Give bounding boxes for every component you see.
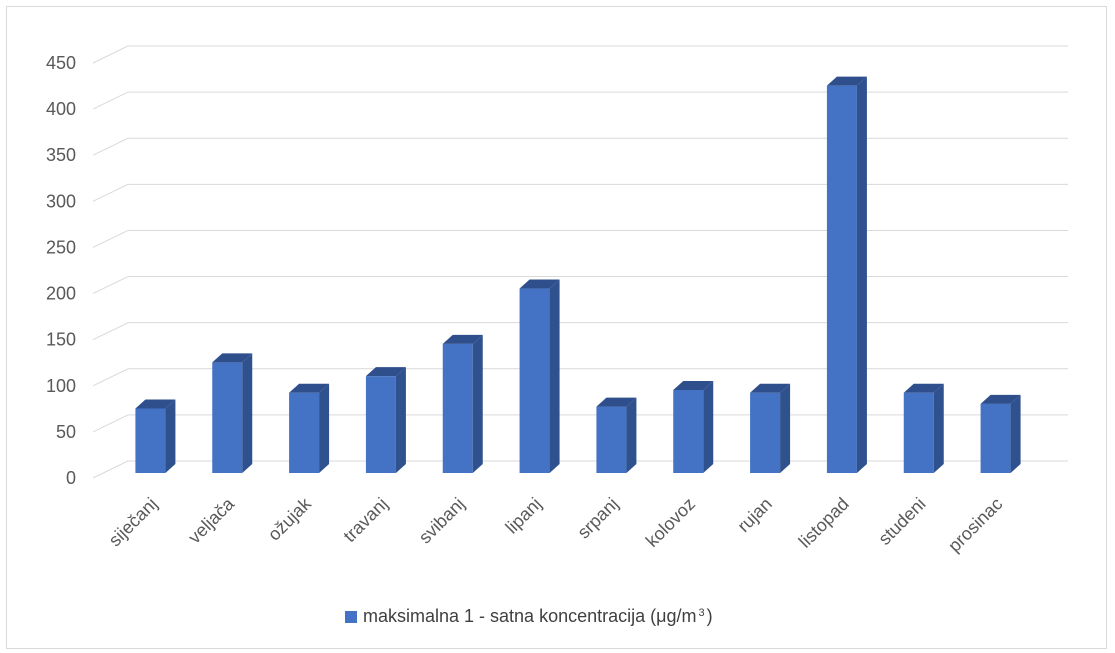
y-tick-label: 150 (46, 330, 76, 350)
gridline-diagonal (92, 460, 129, 479)
bar-side (933, 383, 944, 473)
bar-top (442, 334, 483, 344)
bar-top (750, 383, 791, 393)
bar (826, 85, 857, 474)
y-tick-label: 350 (46, 145, 76, 165)
bar-side (703, 381, 714, 473)
bar-top (903, 383, 944, 393)
bar (673, 390, 704, 473)
bar (212, 362, 243, 473)
legend-superscript: 3 (698, 606, 705, 619)
bar-side (626, 397, 637, 473)
legend-swatch (345, 610, 357, 623)
x-tick-label: kolovoz (642, 494, 699, 551)
x-tick-label: prosinac (944, 494, 1006, 556)
y-tick-label: 0 (66, 468, 76, 488)
bar-side (856, 76, 867, 474)
gridline-diagonal (92, 322, 129, 341)
bar (519, 288, 550, 473)
y-tick-label: 450 (46, 53, 76, 73)
bar-top (519, 279, 560, 289)
x-tick-label: siječanj (105, 494, 162, 551)
bar-top (826, 76, 867, 86)
bar-top (596, 397, 637, 407)
bar (365, 376, 396, 473)
x-tick-label: travanj (339, 494, 391, 546)
bar (903, 392, 934, 473)
x-tick-label: rujan (733, 494, 775, 536)
bar (135, 408, 166, 473)
x-tick-label: veljača (184, 493, 238, 547)
bar-top (289, 383, 330, 393)
bar-top (980, 394, 1021, 404)
x-tick-label: listopad (795, 494, 853, 552)
gridline-diagonal (92, 368, 129, 387)
bar (596, 406, 627, 473)
gridline-diagonal (92, 91, 129, 110)
bar-top (365, 367, 406, 377)
bar (442, 343, 473, 473)
y-tick-label: 300 (46, 191, 76, 211)
bar-side (549, 279, 560, 473)
bar-side (165, 399, 176, 473)
bar-side (319, 383, 330, 473)
x-tick-label: srpanj (573, 494, 622, 543)
gridline-diagonal (92, 183, 129, 202)
gridline-diagonal (92, 45, 129, 64)
bar-top (135, 399, 176, 409)
x-tick-label: ožujak (264, 493, 316, 545)
legend-label-end: ) (706, 606, 713, 626)
x-tick-label: studeni (874, 494, 929, 549)
legend-label: maksimalna 1 - satna koncentracija (μg/m (363, 606, 697, 626)
y-tick-label: 100 (46, 376, 76, 396)
bar-top (212, 353, 253, 363)
bar-side (395, 367, 406, 473)
bar-top (673, 381, 714, 390)
bar-side (242, 353, 253, 473)
legend: maksimalna 1 - satna koncentracija (μg/m… (345, 606, 713, 627)
gridline-diagonal (92, 229, 129, 248)
y-tick-label: 400 (46, 99, 76, 119)
gridline-diagonal (92, 137, 129, 156)
bar (289, 392, 320, 473)
gridline-diagonal (92, 414, 129, 433)
y-tick-label: 200 (46, 284, 76, 304)
x-tick-label: svibanj (415, 494, 469, 548)
bar-side (1010, 394, 1021, 473)
y-tick-label: 250 (46, 237, 76, 257)
y-tick-label: 50 (56, 422, 76, 442)
x-tick-label: lipanj (502, 494, 546, 538)
chart-frame (6, 6, 1107, 649)
bar (750, 392, 781, 473)
gridline-diagonal (92, 276, 129, 295)
bar-side (780, 383, 791, 473)
bar (980, 403, 1011, 473)
bar-side (472, 334, 483, 473)
